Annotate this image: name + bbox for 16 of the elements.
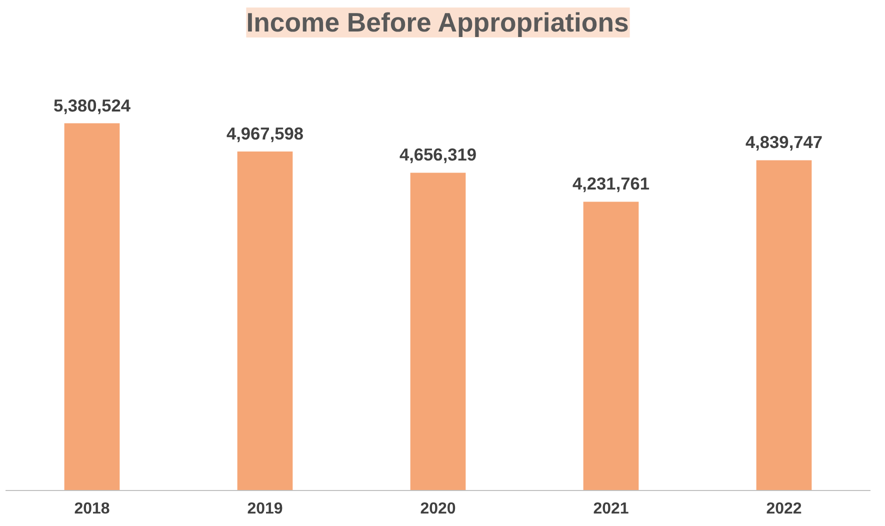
bar [756, 160, 812, 490]
bar [410, 172, 466, 490]
x-tick-label: 2019 [247, 500, 283, 518]
x-tick-label: 2022 [766, 500, 802, 518]
data-label: 4,967,598 [226, 123, 304, 144]
x-tick-label: 2020 [420, 500, 456, 518]
chart-title: Income Before Appropriations [246, 8, 629, 38]
data-label: 4,231,761 [572, 174, 650, 194]
bar [64, 123, 120, 490]
bar [583, 202, 639, 490]
bar [237, 151, 293, 490]
x-tick-label: 2018 [74, 500, 110, 518]
data-label: 5,380,524 [53, 95, 131, 116]
data-label: 4,656,319 [399, 144, 477, 165]
x-tick-label: 2021 [593, 500, 629, 518]
data-label: 4,839,747 [745, 132, 823, 152]
